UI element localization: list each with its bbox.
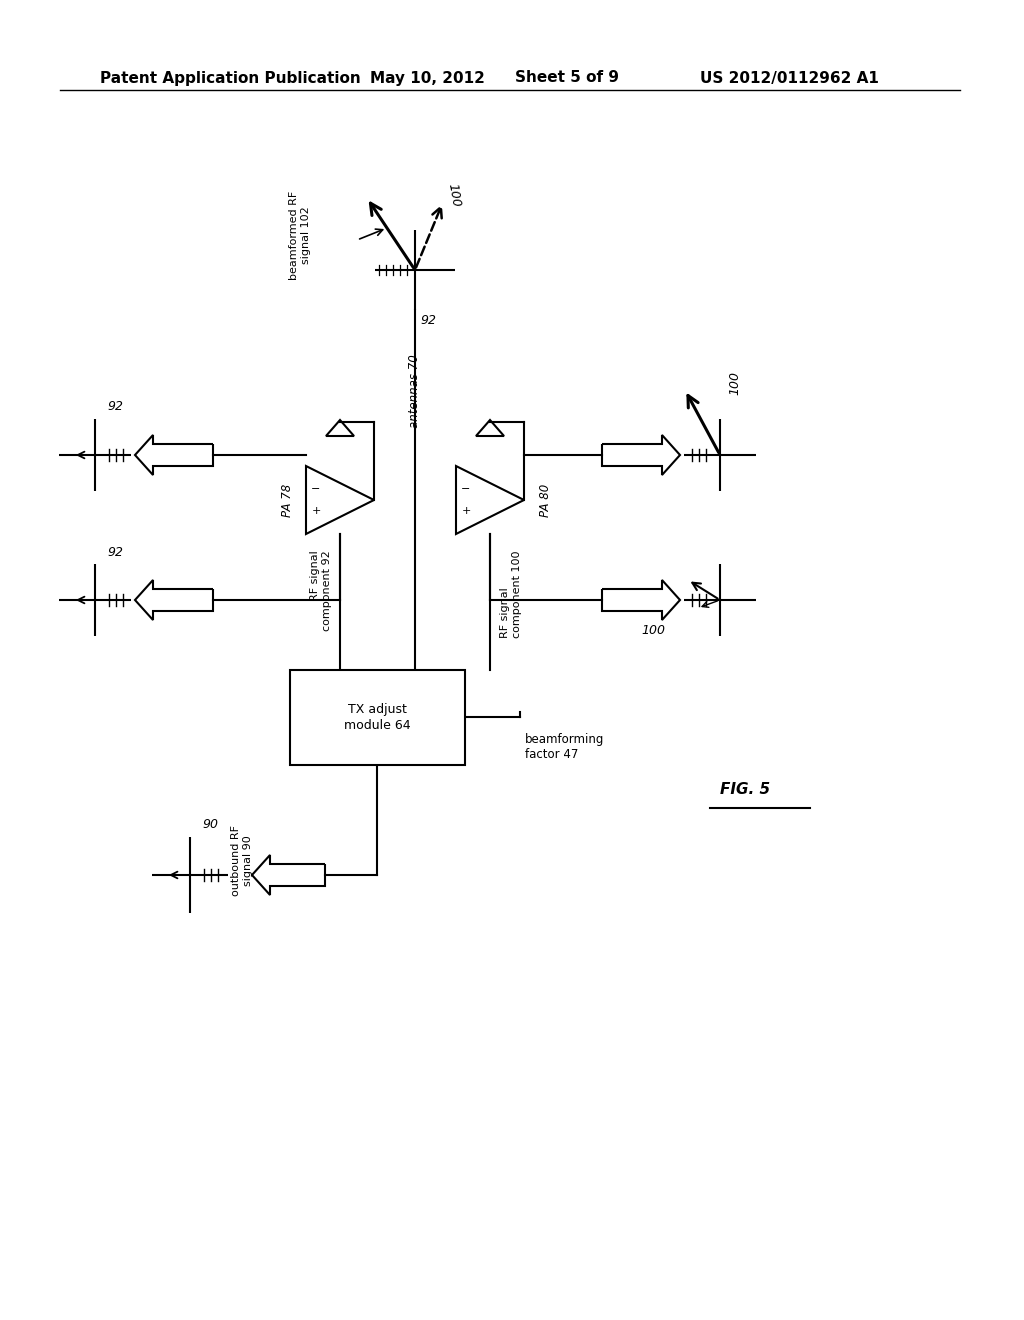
Text: beamformed RF
signal 102: beamformed RF signal 102 [289,190,311,280]
Text: FIG. 5: FIG. 5 [720,783,770,797]
Text: PA 78: PA 78 [281,483,294,516]
Text: 92: 92 [106,545,123,558]
Text: +: + [311,506,321,516]
Text: Patent Application Publication: Patent Application Publication [100,70,360,86]
Text: antennas 70: antennas 70 [409,354,422,428]
Text: PA 80: PA 80 [539,483,552,516]
Text: May 10, 2012: May 10, 2012 [370,70,485,86]
Bar [290,671,465,766]
Text: −: − [462,484,471,494]
Text: 90: 90 [202,818,218,832]
Text: 100: 100 [445,182,462,209]
Text: 92: 92 [106,400,123,413]
Text: Sheet 5 of 9: Sheet 5 of 9 [515,70,618,86]
Text: RF signal
component 100: RF signal component 100 [500,550,521,638]
Text: beamforming
factor 47: beamforming factor 47 [525,733,604,762]
Text: 100: 100 [641,623,665,636]
Text: +: + [462,506,471,516]
Text: TX adjust
module 64: TX adjust module 64 [344,704,411,733]
Text: RF signal
component 92: RF signal component 92 [310,550,332,631]
Text: US 2012/0112962 A1: US 2012/0112962 A1 [700,70,879,86]
Text: outbound RF
signal 90: outbound RF signal 90 [231,825,253,896]
Text: 100: 100 [728,371,741,395]
Text: 92: 92 [420,314,436,326]
Text: −: − [311,484,321,494]
